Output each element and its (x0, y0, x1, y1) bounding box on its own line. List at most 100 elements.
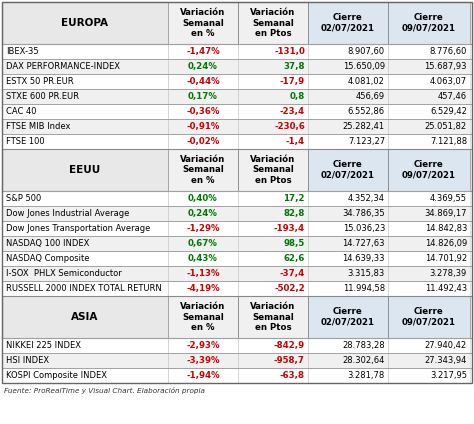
Bar (168, 353, 238, 368)
Text: 15.036,23: 15.036,23 (343, 224, 385, 233)
Bar (308, 281, 388, 296)
Bar (238, 251, 308, 266)
Bar (388, 236, 470, 251)
Bar (168, 206, 238, 221)
Bar (388, 206, 470, 221)
Text: -37,4: -37,4 (280, 269, 305, 278)
Bar (308, 119, 388, 134)
Text: 27.343,94: 27.343,94 (425, 356, 467, 365)
Bar (238, 368, 308, 383)
Text: -0,02%: -0,02% (186, 137, 219, 146)
Text: 457,46: 457,46 (438, 92, 467, 101)
Bar (308, 104, 388, 119)
Bar (168, 134, 238, 149)
Bar (238, 134, 308, 149)
Bar (238, 44, 308, 59)
Bar (168, 236, 238, 251)
Text: -1,4: -1,4 (286, 137, 305, 146)
Bar (388, 74, 470, 89)
Bar (168, 134, 238, 149)
Bar (2, 89, 168, 104)
Bar (308, 89, 388, 104)
Bar (2, 2, 168, 44)
Bar (308, 2, 388, 44)
Bar (388, 251, 470, 266)
Text: 11.492,43: 11.492,43 (425, 284, 467, 293)
Text: Cierre
02/07/2021: Cierre 02/07/2021 (321, 160, 375, 180)
Text: Variación
Semanal
en Ptos: Variación Semanal en Ptos (250, 155, 296, 185)
Bar (388, 59, 470, 74)
Bar (388, 368, 470, 383)
Bar (2, 221, 168, 236)
Bar (168, 281, 238, 296)
Bar (2, 89, 168, 104)
Text: Cierre
09/07/2021: Cierre 09/07/2021 (402, 160, 456, 180)
Bar (168, 59, 238, 74)
Bar (168, 281, 238, 296)
Bar (308, 44, 388, 59)
Bar (2, 338, 168, 353)
Text: Variación
Semanal
en %: Variación Semanal en % (181, 8, 226, 38)
Bar (308, 206, 388, 221)
Bar (2, 251, 168, 266)
Bar (308, 296, 388, 338)
Bar (388, 236, 470, 251)
Bar (388, 89, 470, 104)
Bar (388, 74, 470, 89)
Text: 3.281,78: 3.281,78 (348, 371, 385, 380)
Text: 0,17%: 0,17% (188, 92, 218, 101)
Bar (238, 191, 308, 206)
Bar (2, 353, 168, 368)
Bar (308, 74, 388, 89)
Bar (238, 104, 308, 119)
Text: 0,8: 0,8 (290, 92, 305, 101)
Bar (168, 104, 238, 119)
Bar (238, 74, 308, 89)
Bar (168, 353, 238, 368)
Bar (168, 2, 238, 44)
Text: 0,67%: 0,67% (188, 239, 218, 248)
Bar (2, 368, 472, 383)
Bar (168, 368, 238, 383)
Bar (308, 59, 388, 74)
Bar (308, 221, 388, 236)
Bar (2, 266, 168, 281)
Bar (308, 74, 388, 89)
Text: -2,93%: -2,93% (186, 341, 220, 350)
Bar (388, 149, 470, 191)
Text: 82,8: 82,8 (283, 209, 305, 218)
Bar (238, 296, 308, 338)
Bar (168, 2, 238, 44)
Bar (2, 44, 168, 59)
Text: -1,13%: -1,13% (186, 269, 220, 278)
Text: -0,91%: -0,91% (186, 122, 219, 131)
Bar (168, 119, 238, 134)
Bar (168, 74, 238, 89)
Bar (2, 44, 168, 59)
Bar (308, 191, 388, 206)
Bar (238, 353, 308, 368)
Text: 7.123,27: 7.123,27 (348, 137, 385, 146)
Bar (238, 89, 308, 104)
Bar (238, 266, 308, 281)
Bar (2, 89, 472, 104)
Bar (168, 44, 238, 59)
Text: 98,5: 98,5 (284, 239, 305, 248)
Bar (388, 2, 470, 44)
Bar (388, 191, 470, 206)
Bar (168, 191, 238, 206)
Bar (388, 119, 470, 134)
Bar (2, 206, 472, 221)
Bar (168, 74, 238, 89)
Text: 34.786,35: 34.786,35 (342, 209, 385, 218)
Bar (388, 221, 470, 236)
Text: ESTX 50 PR.EUR: ESTX 50 PR.EUR (6, 77, 73, 86)
Text: 3.278,39: 3.278,39 (430, 269, 467, 278)
Bar (168, 266, 238, 281)
Text: 4.352,34: 4.352,34 (348, 194, 385, 203)
Text: 0,40%: 0,40% (188, 194, 218, 203)
Bar (238, 221, 308, 236)
Bar (238, 119, 308, 134)
Text: S&P 500: S&P 500 (6, 194, 41, 203)
Bar (168, 44, 238, 59)
